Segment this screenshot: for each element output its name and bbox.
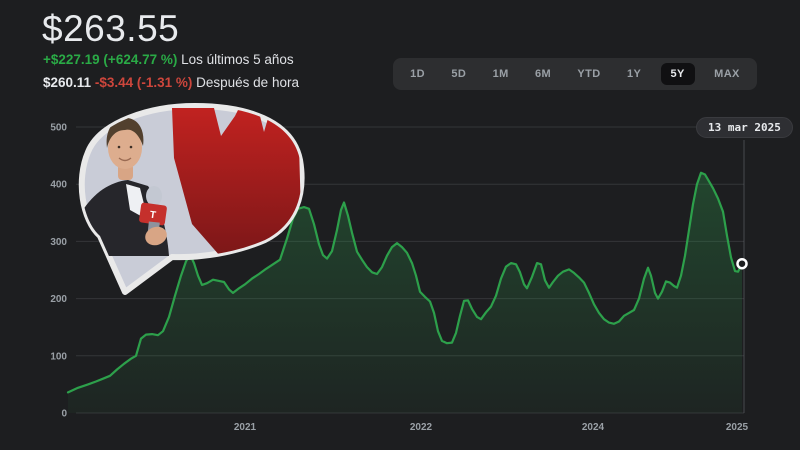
range-button-1y[interactable]: 1Y: [620, 63, 648, 85]
time-range-bar: 1D 5D 1M 6M YTD 1Y 5Y MAX: [393, 58, 757, 90]
y-tick-300: 300: [50, 237, 67, 248]
y-tick-400: 400: [50, 180, 67, 191]
change-amount: +$227.19 (+624.77 %): [43, 52, 178, 67]
y-tick-200: 200: [50, 294, 67, 305]
x-tick-2025: 2025: [726, 422, 749, 433]
price-area-fill: [68, 172, 742, 413]
last-price-marker: [736, 257, 748, 270]
range-button-1m[interactable]: 1M: [486, 63, 516, 85]
red-logo-shape: [172, 108, 301, 256]
date-tooltip: 13 mar 2025: [696, 117, 793, 138]
y-tick-100: 100: [50, 351, 67, 362]
after-hours-line: $260.11 -$3.44 (-1.31 %) Después de hora: [43, 75, 299, 90]
price-line: [66, 171, 744, 394]
range-button-1d[interactable]: 1D: [403, 63, 432, 85]
y-tick-500: 500: [50, 123, 67, 134]
x-tick-2024: 2024: [582, 422, 605, 433]
range-button-6m[interactable]: 6M: [528, 63, 558, 85]
range-button-5y[interactable]: 5Y: [660, 63, 695, 85]
five-year-change-line: +$227.19 (+624.77 %) Los últimos 5 años: [43, 52, 294, 67]
range-button-ytd[interactable]: YTD: [570, 63, 607, 85]
after-hours-change: -$3.44 (-1.31 %): [94, 75, 193, 90]
after-hours-label: Después de hora: [196, 75, 299, 90]
x-tick-2022: 2022: [410, 422, 433, 433]
after-hours-price: $260.11: [43, 75, 92, 90]
x-tick-2021: 2021: [234, 422, 257, 433]
range-button-5d[interactable]: 5D: [444, 63, 473, 85]
period-label: Los últimos 5 años: [181, 52, 294, 67]
speech-bubble-photo: T: [78, 103, 305, 295]
y-tick-0: 0: [61, 409, 67, 420]
svg-text:T: T: [149, 210, 157, 222]
red-microphone: T: [139, 186, 167, 246]
range-button-max[interactable]: MAX: [707, 63, 747, 85]
current-price: $263.55: [42, 8, 180, 49]
